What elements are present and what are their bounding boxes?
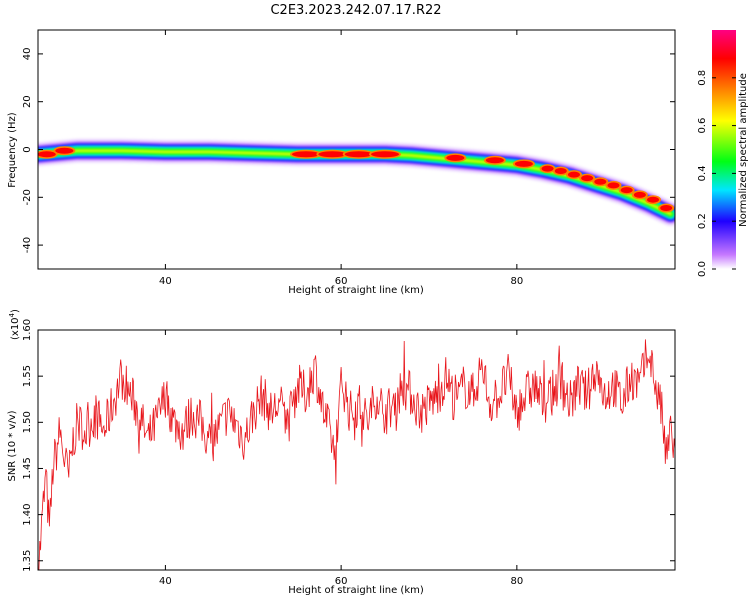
snr-y-tick-label: 1.60 <box>22 319 33 341</box>
spectrogram-y-tick-label: -40 <box>22 237 33 253</box>
spectrogram-y-ticks: 40 20 0 -20 -40 <box>22 48 675 253</box>
hotspot-core <box>485 157 504 164</box>
snr-panel: 1.35 1.40 1.45 1.50 1.55 1.60 40 60 80 Height o… <box>7 309 676 596</box>
spectrogram-x-tick-label: 40 <box>159 276 172 287</box>
snr-scale-suffix: ) <box>10 309 21 313</box>
spectrogram-y-label: Frequency (Hz) <box>7 112 18 188</box>
spectrogram-x-tick-label: 60 <box>335 276 348 287</box>
snr-y-tick-label: 1.40 <box>22 503 33 525</box>
hotspot-core <box>291 151 320 158</box>
spectrogram-hotspot <box>512 159 535 169</box>
spectrogram-track <box>38 138 675 226</box>
snr-y-tick-label: 1.55 <box>22 365 33 387</box>
snr-line-layer <box>38 339 675 570</box>
snr-y-label: SNR (10 * v/v) <box>7 410 18 481</box>
snr-x-ticks: 40 60 80 <box>159 330 523 587</box>
colorbar-tick-label: 0.4 <box>697 165 708 181</box>
hotspot-core <box>594 178 607 185</box>
hotspot-core <box>620 187 633 194</box>
spectrogram-hotspot <box>645 195 662 205</box>
spectrogram-hotspot <box>552 166 569 176</box>
colorbar-ticks: 0.0 0.2 0.4 0.6 0.8 <box>697 70 736 277</box>
colorbar-tick-label: 0.8 <box>697 70 708 86</box>
spectrogram-hotspot <box>38 149 58 159</box>
hotspot-core <box>581 175 594 182</box>
colorbar-label: Normalized spectral amplitude <box>738 73 749 227</box>
hotspot-core <box>607 182 620 189</box>
snr-series-line <box>38 339 675 570</box>
hotspot-core <box>514 160 533 167</box>
spectrogram-hotspot <box>605 180 622 190</box>
snr-y-tick-label: 1.45 <box>22 457 33 479</box>
colorbar-tick-label: 0.6 <box>697 118 708 134</box>
spectrogram-y-tick-label: -20 <box>22 189 33 205</box>
hotspot-core <box>55 147 74 154</box>
spectrogram-hotspot <box>618 185 635 195</box>
hotspot-core <box>541 165 554 172</box>
snr-scale-exponent: 4 <box>8 312 16 317</box>
snr-y-tick-label: 1.50 <box>22 411 33 433</box>
snr-y-tick-label: 1.35 <box>22 550 33 572</box>
snr-scale-prefix: (x10 <box>10 317 21 340</box>
hotspot-core <box>554 168 567 175</box>
snr-frame <box>37 329 676 571</box>
snr-scale-label: (x104) <box>8 309 21 340</box>
colorbar-tick-label: 0.2 <box>697 213 708 229</box>
spectrogram-band-5 <box>38 149 673 216</box>
spectrogram-hotspot <box>444 153 467 163</box>
spectrogram-hotspot <box>369 149 402 159</box>
spectrogram-hotspot <box>289 149 322 159</box>
spectrogram-hotspot <box>483 155 506 165</box>
hotspot-core <box>660 205 673 212</box>
snr-x-tick-label: 40 <box>159 576 172 587</box>
hotspot-core <box>446 154 465 161</box>
hotspot-core <box>567 171 580 178</box>
spectrogram-hotspot <box>53 146 76 156</box>
spectrogram-hotspot <box>316 149 349 159</box>
spectrogram-y-tick-label: 0 <box>22 146 33 152</box>
spectrogram-x-tick-label: 80 <box>510 276 523 287</box>
spectrogram-y-tick-label: 40 <box>22 48 33 61</box>
spectrogram-hotspot <box>579 173 596 183</box>
spectrogram-panel: 40 20 0 -20 -40 40 60 80 Height of straight li… <box>7 29 676 296</box>
spectrogram-hotspot <box>565 170 582 180</box>
spectrogram-hotspot <box>342 149 375 159</box>
spectrogram-hotspot <box>658 203 675 213</box>
spectrogram-x-label: Height of straight line (km) <box>288 285 424 296</box>
svg-text:(x104): (x104) <box>8 309 21 340</box>
spectrogram-hotspot <box>539 164 556 174</box>
colorbar-gradient <box>712 30 736 269</box>
hotspot-core <box>38 151 56 158</box>
snr-x-tick-label: 60 <box>335 576 348 587</box>
spectrogram-y-tick-label: 20 <box>22 95 33 108</box>
hotspot-core <box>371 151 400 158</box>
colorbar: 0.0 0.2 0.4 0.6 0.8 Normalized spectral ampl… <box>697 30 749 277</box>
snr-x-label: Height of straight line (km) <box>288 585 424 596</box>
snr-y-ticks: 1.35 1.40 1.45 1.50 1.55 1.60 <box>22 319 675 572</box>
snr-x-tick-label: 80 <box>510 576 523 587</box>
spectrogram-hotspot <box>631 190 648 200</box>
colorbar-tick-label: 0.0 <box>697 261 708 277</box>
hotspot-core <box>633 191 646 198</box>
spectrogram-x-ticks: 40 60 80 <box>159 30 523 287</box>
hotspot-core <box>647 196 660 203</box>
hotspot-core <box>344 151 373 158</box>
spectrogram-hotspot <box>592 177 609 187</box>
figure-title: C2E3.2023.242.07.17.R22 <box>270 3 441 18</box>
hotspot-core <box>318 151 347 158</box>
